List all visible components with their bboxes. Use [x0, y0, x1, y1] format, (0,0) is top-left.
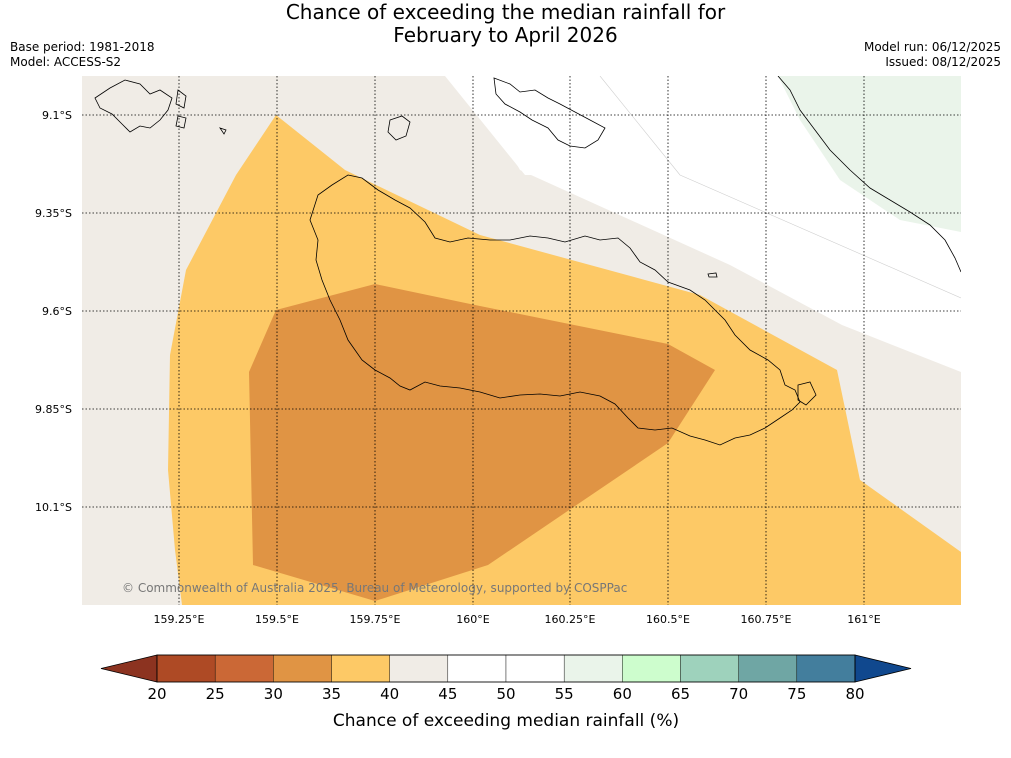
graticule — [82, 76, 961, 605]
longitude-labels: 159.25°E 159.5°E 159.75°E 160°E 160.25°E… — [154, 613, 881, 626]
lat-label: 9.85°S — [35, 403, 72, 416]
colorbar-tick-label: 25 — [206, 685, 225, 703]
lon-label: 161°E — [847, 613, 880, 626]
model-name: Model: ACCESS-S2 — [10, 55, 122, 69]
colorbar-segment — [622, 654, 681, 683]
lon-label: 159.5°E — [255, 613, 299, 626]
lat-label: 10.1°S — [35, 501, 72, 514]
colorbar-tick-label: 65 — [671, 685, 690, 703]
island-small-2 — [707, 272, 718, 278]
colorbar-tick-label: 30 — [264, 685, 283, 703]
lon-label: 159.75°E — [350, 613, 401, 626]
colorbar-segment — [447, 654, 507, 683]
lon-label: 160.5°E — [646, 613, 690, 626]
copyright-notice: © Commonwealth of Australia 2025, Bureau… — [122, 581, 627, 595]
contour-line — [599, 76, 961, 299]
colorbar-tick-label: 50 — [496, 685, 515, 703]
issued-date: Issued: 08/12/2025 — [885, 55, 1001, 69]
colorbar-segment — [156, 654, 216, 683]
chart-title-line-1: Chance of exceeding the median rainfall … — [285, 0, 726, 24]
lon-label: 160.75°E — [741, 613, 792, 626]
colorbar: 20 25 30 35 40 45 50 55 60 65 70 75 80 — [100, 654, 912, 703]
island-small-1 — [387, 115, 411, 141]
colorbar-tick-label: 75 — [787, 685, 806, 703]
colorbar-segment — [505, 654, 565, 683]
colorbar-tick-label: 35 — [322, 685, 341, 703]
colorbar-segment — [738, 654, 798, 683]
malaita-coastline — [777, 76, 961, 273]
colorbar-outline — [156, 654, 856, 683]
colorbar-tick-label: 40 — [380, 685, 399, 703]
colorbar-extend-low — [100, 654, 158, 683]
lon-label: 160.25°E — [545, 613, 596, 626]
colorbar-segment — [680, 654, 739, 683]
island-small-3 — [797, 381, 817, 406]
colorbar-tick-label: 60 — [613, 685, 632, 703]
model-run: Model run: 06/12/2025 — [863, 40, 1001, 54]
latitude-labels: 9.1°S 9.35°S 9.6°S 9.85°S 10.1°S — [35, 109, 72, 514]
zone-45-50 — [468, 76, 961, 372]
colorbar-segment — [214, 654, 274, 683]
colorbar-segment — [273, 654, 332, 683]
nw-islands — [94, 79, 227, 135]
zone-30-35 — [249, 284, 715, 601]
colorbar-segment — [563, 654, 623, 683]
colorbar-segment — [796, 654, 856, 683]
colorbar-tick-label: 70 — [729, 685, 748, 703]
colorbar-tick-label: 20 — [147, 685, 166, 703]
colorbar-extend-high — [854, 654, 912, 683]
base-period: Base period: 1981-2018 — [10, 40, 155, 54]
lat-label: 9.1°S — [42, 109, 72, 122]
guadalcanal-coastline — [309, 174, 801, 446]
colorbar-label: Chance of exceeding median rainfall (%) — [333, 711, 679, 731]
colorbar-segment — [389, 654, 449, 683]
lon-label: 159.25°E — [154, 613, 205, 626]
chart-title-line-2: February to April 2026 — [393, 23, 618, 47]
colorbar-tick-label: 55 — [555, 685, 574, 703]
lat-label: 9.35°S — [35, 207, 72, 220]
colorbar-segment — [331, 654, 390, 683]
coastlines — [94, 76, 961, 446]
colorbar-tick-label: 80 — [845, 685, 864, 703]
colorbar-tick-label: 45 — [438, 685, 457, 703]
lon-label: 160°E — [456, 613, 489, 626]
map-panel: © Commonwealth of Australia 2025, Bureau… — [82, 76, 961, 605]
lat-label: 9.6°S — [42, 305, 72, 318]
florida-islands — [493, 77, 606, 149]
